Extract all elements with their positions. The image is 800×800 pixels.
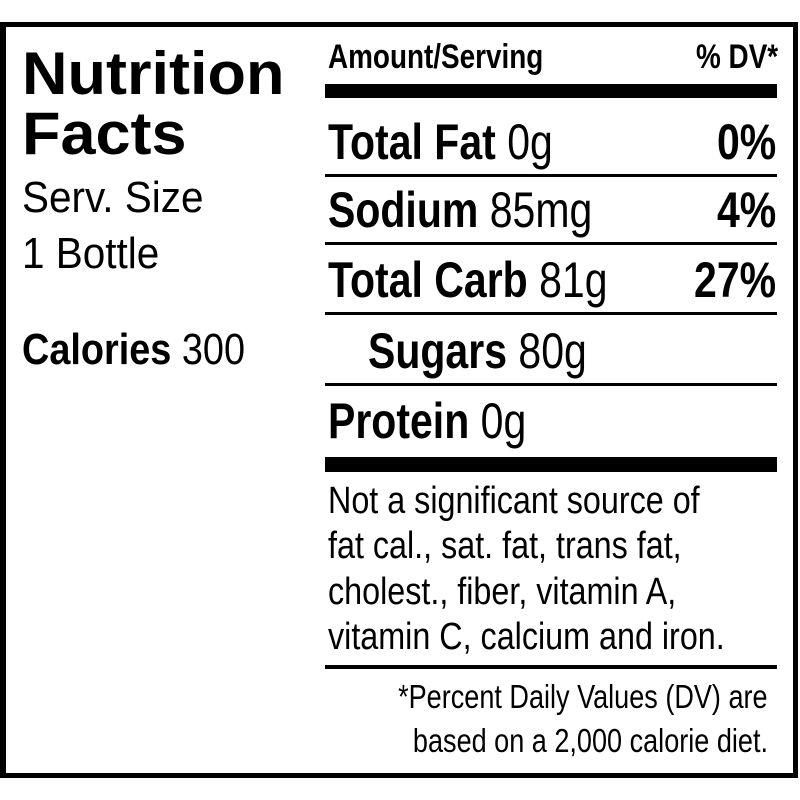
amount-serving-header: Amount/Serving bbox=[328, 38, 544, 76]
divider bbox=[325, 242, 777, 245]
footnote-line: *Percent Daily Values (DV) are bbox=[398, 678, 768, 715]
nutrient-amount: 85mg bbox=[489, 182, 593, 238]
dv-header: % DV* bbox=[695, 38, 778, 76]
nutrient-amount: 0g bbox=[507, 114, 553, 170]
label-border bbox=[0, 22, 798, 778]
dv-value: 0% bbox=[716, 114, 776, 170]
nutrient-amount: 80g bbox=[518, 323, 587, 379]
thick-divider bbox=[325, 457, 777, 472]
nutrient-row-sugars: Sugars 80g bbox=[368, 326, 587, 376]
divider bbox=[325, 665, 777, 669]
divider bbox=[325, 383, 777, 386]
note-line: cholest., fiber, vitamin A, bbox=[328, 571, 677, 613]
nutrient-row-protein: Protein 0g bbox=[328, 396, 526, 446]
nutrient-amount: 81g bbox=[539, 252, 608, 308]
divider bbox=[325, 312, 777, 315]
dv-value: 27% bbox=[693, 252, 776, 308]
nutrient-amount: 0g bbox=[480, 393, 527, 449]
calories: Calories 300 bbox=[22, 328, 245, 372]
nutrient-row-total-carb: Total Carb 81g bbox=[328, 255, 608, 305]
dv-value: 4% bbox=[716, 182, 776, 238]
title-nutrition: Nutrition bbox=[22, 40, 285, 107]
title-facts: Facts bbox=[22, 100, 187, 167]
nutrient-dv: 27% bbox=[694, 255, 776, 305]
nutrient-row-sodium: Sodium 85mg bbox=[328, 185, 592, 235]
divider bbox=[325, 174, 777, 177]
nutrient-name: Total Fat bbox=[328, 114, 496, 170]
nutrient-dv: 4% bbox=[717, 185, 776, 235]
calories-label: Calories bbox=[22, 325, 172, 374]
footnote-line: based on a 2,000 calorie diet. bbox=[412, 722, 768, 759]
nutrient-dv: 0% bbox=[717, 117, 776, 167]
nutrient-name: Total Carb bbox=[328, 252, 528, 308]
note-line: fat cal., sat. fat, trans fat, bbox=[328, 525, 682, 567]
serving-size-value: 1 Bottle bbox=[22, 229, 160, 278]
nutrient-row-total-fat: Total Fat 0g bbox=[328, 117, 553, 167]
nutrient-name: Sodium bbox=[328, 182, 479, 238]
thick-divider bbox=[325, 84, 777, 98]
nutrient-name: Sugars bbox=[368, 323, 508, 379]
note-line: Not a significant source of bbox=[328, 480, 700, 522]
note-line: vitamin C, calcium and iron. bbox=[328, 616, 725, 658]
serving-size-label: Serv. Size bbox=[22, 173, 204, 222]
calories-value: 300 bbox=[181, 325, 245, 374]
nutrient-name: Protein bbox=[328, 393, 470, 449]
